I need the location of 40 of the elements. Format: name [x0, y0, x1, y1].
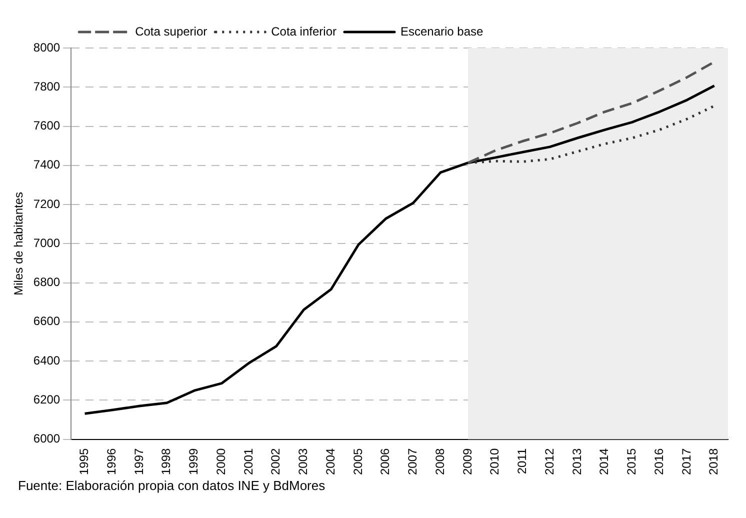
x-tick-label: 2014: [597, 448, 612, 476]
legend-label: Cota inferior: [271, 24, 337, 38]
x-tick-label: 2008: [432, 448, 447, 476]
x-tick-label: 2003: [296, 448, 310, 476]
x-tick-label: 1999: [186, 448, 201, 476]
x-tick-label: 2013: [570, 448, 584, 476]
x-tick-label: 2010: [488, 448, 502, 476]
x-tick-label: 2000: [214, 448, 228, 476]
x-tick-label: 1998: [159, 448, 174, 476]
x-tick-label: 2005: [350, 448, 365, 476]
x-tick-label: 2004: [323, 448, 338, 476]
y-tick-label: 6000: [33, 432, 60, 446]
legend-label: Escenario base: [400, 24, 484, 38]
x-tick-label: 2001: [241, 448, 256, 476]
y-tick-label: 6200: [33, 392, 60, 406]
x-tick-label: 2009: [460, 448, 474, 476]
y-tick-label: 7400: [33, 158, 60, 172]
y-tick-label: 7600: [33, 118, 60, 133]
y-tick-label: 7200: [33, 196, 60, 211]
x-tick-label: 2015: [624, 448, 639, 476]
y-tick-label: 8000: [33, 40, 60, 54]
y-tick-label: 7000: [33, 236, 60, 250]
x-tick-label: 2007: [406, 448, 420, 476]
y-tick-label: 6400: [33, 353, 60, 368]
x-tick-label: 2018: [706, 448, 721, 476]
x-tick-label: 2006: [378, 448, 392, 476]
x-tick-label: 2002: [268, 448, 283, 476]
x-tick-label: 2011: [515, 448, 530, 474]
legend-label: Cota superior: [135, 24, 208, 38]
y-tick-label: 6600: [33, 314, 60, 328]
y-axis-title: Miles de habitantes: [12, 192, 26, 296]
x-tick-label: 1996: [104, 448, 118, 476]
y-tick-label: 7800: [33, 79, 60, 94]
source-note: Fuente: Elaboración propia con datos INE y BdMores: [17, 478, 326, 493]
x-tick-label: 2017: [679, 448, 694, 476]
x-tick-label: 1995: [77, 448, 92, 476]
x-tick-label: 2016: [652, 448, 666, 476]
y-tick-label: 6800: [33, 275, 60, 290]
x-tick-label: 2012: [542, 448, 556, 476]
x-tick-label: 1997: [132, 448, 146, 476]
